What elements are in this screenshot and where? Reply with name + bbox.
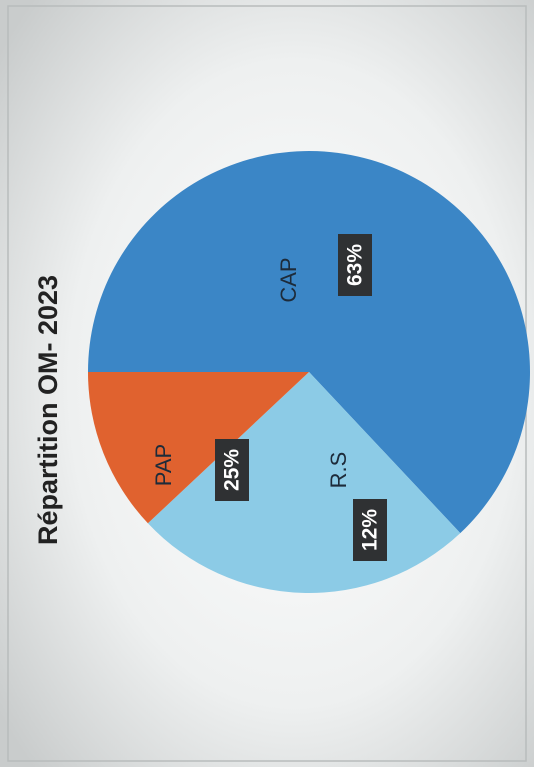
value-label-box	[353, 499, 387, 561]
chart-title: Répartition OM- 2023	[33, 275, 63, 545]
value-label-box	[338, 234, 372, 296]
value-label-box	[215, 439, 249, 501]
value-label: 63%	[344, 244, 367, 286]
pie-slice	[88, 372, 309, 524]
category-label: CAP	[276, 257, 301, 302]
value-label: 12%	[359, 509, 382, 551]
pie-slice	[88, 151, 530, 534]
category-label: R.S	[326, 452, 351, 489]
value-label: 25%	[221, 449, 244, 491]
rotated-chart: CAP 63% PAP 25% R.S 12% Répartition OM- 2023	[33, 151, 530, 593]
category-label: PAP	[151, 444, 176, 486]
